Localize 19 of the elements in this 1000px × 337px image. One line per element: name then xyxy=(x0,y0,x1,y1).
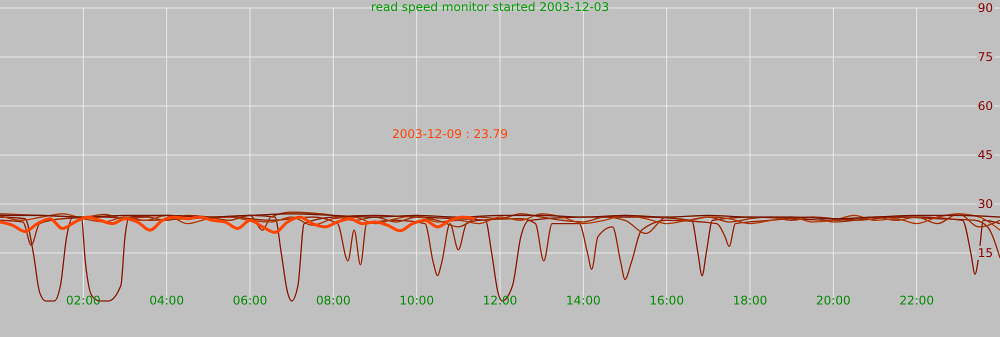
x-tick-label: 10:00 xyxy=(399,294,434,308)
x-tick-label: 22:00 xyxy=(899,294,934,308)
x-tick-label: 04:00 xyxy=(149,294,184,308)
y-tick-label: 15 xyxy=(978,246,993,260)
x-tick-label: 18:00 xyxy=(732,294,768,308)
y-tick-label: 60 xyxy=(978,98,993,113)
y-tick-label: 45 xyxy=(978,148,993,162)
y-tick-label: 30 xyxy=(978,196,993,211)
x-tick-label: 02:00 xyxy=(66,294,101,308)
y-tick-label: 90 xyxy=(978,0,993,15)
x-tick-label: 06:00 xyxy=(232,294,268,308)
x-tick-label: 12:00 xyxy=(482,294,518,308)
x-tick-label: 20:00 xyxy=(816,294,851,308)
annotation: 2003-12-09 : 23.79 xyxy=(392,127,508,141)
x-tick-label: 14:00 xyxy=(566,294,601,308)
chart-title: read speed monitor started 2003-12-03 xyxy=(370,0,610,14)
x-tick-label: 08:00 xyxy=(316,294,351,308)
x-tick-label: 16:00 xyxy=(649,294,684,308)
y-tick-label: 75 xyxy=(978,50,993,64)
